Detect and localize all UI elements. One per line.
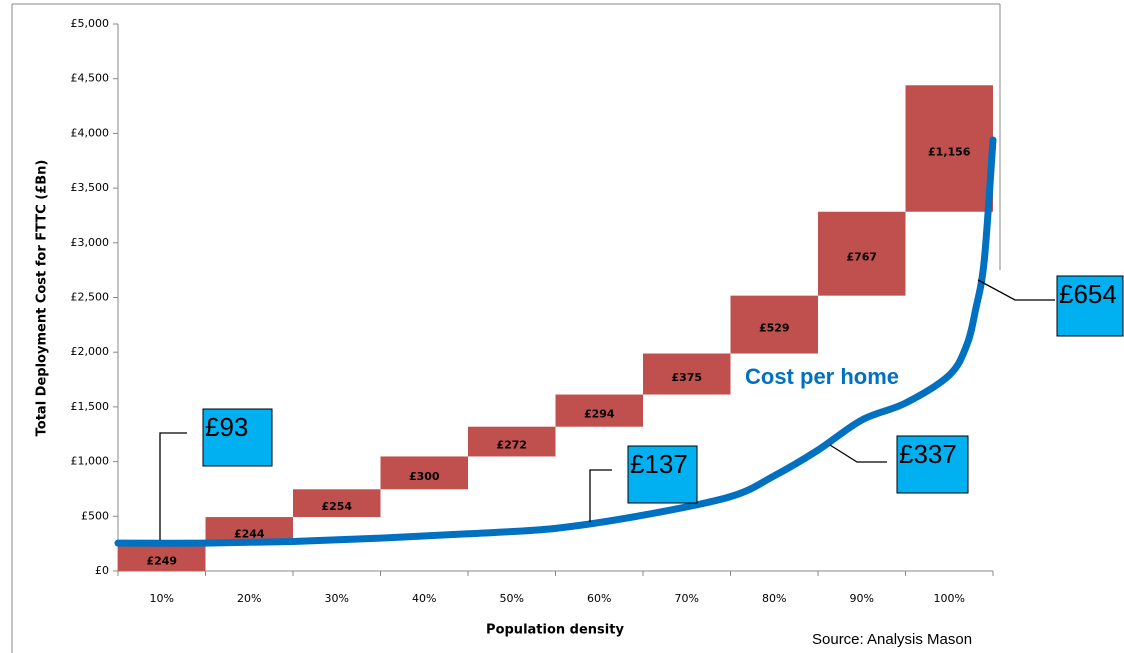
source: Source: Analysis Mason [812,631,972,648]
callout-box [1056,275,1124,337]
y-tick-label: £3,500 [71,181,110,194]
x-axis-label: Population density [486,623,624,638]
x-tick-label: 20% [237,592,261,605]
y-tick-label: £500 [81,509,109,522]
callout-label: £137 [630,449,688,479]
x-tick-label: 100% [934,592,965,605]
bar [118,543,206,571]
data-label: £294 [584,408,615,421]
y-tick-label: £1,000 [71,455,110,468]
callout-leader [829,444,887,463]
x-tick-label: 80% [762,592,786,605]
x-tick-label: 40% [412,592,436,605]
bar [818,211,906,296]
x-tick-label: 10% [150,592,174,605]
callout-leader [977,279,1055,301]
callout-box [896,435,969,494]
bar [380,456,468,490]
data-label: £244 [234,527,265,540]
x-tick-label: 60% [587,592,611,605]
bar [730,295,818,354]
bar [905,85,993,212]
line [114,136,997,547]
y-tick-label: £3,000 [71,236,110,249]
y-tick-label: £4,000 [71,126,110,139]
callout-leader [589,469,612,522]
data-label: £249 [146,554,177,567]
data-label: £529 [759,322,790,335]
callout-box [627,445,698,504]
callout-label: £654 [1059,279,1117,309]
x-tick-label: 70% [675,592,699,605]
bar [555,394,643,427]
bar [293,489,381,518]
data-label: £300 [409,470,440,483]
y-tick-label: £0 [95,564,109,577]
callout-leader [159,432,187,540]
callout-label: £93 [205,412,248,442]
data-label: £254 [321,500,352,513]
x-tick-label: 90% [850,592,874,605]
bar [643,353,731,395]
y-tick-label: £2,500 [71,291,110,304]
data-label: £375 [671,371,702,384]
bar [468,426,556,457]
x-tick-label: 50% [500,592,524,605]
data-label: £1,156 [928,145,971,158]
y-tick-label: £4,500 [71,72,110,85]
callout-box [202,408,273,467]
data-label: £272 [496,439,527,452]
series-label: Cost per home [745,364,899,389]
y-tick-label: £2,000 [71,345,110,358]
x-tick-label: 30% [325,592,349,605]
data-label: £767 [846,251,877,264]
y-tick-label: £1,500 [71,400,110,413]
y-tick-label: £5,000 [71,17,110,30]
callout-label: £337 [899,439,957,469]
y-axis-label: Total Deployment Cost for FTTC (£Bn) [35,160,50,437]
